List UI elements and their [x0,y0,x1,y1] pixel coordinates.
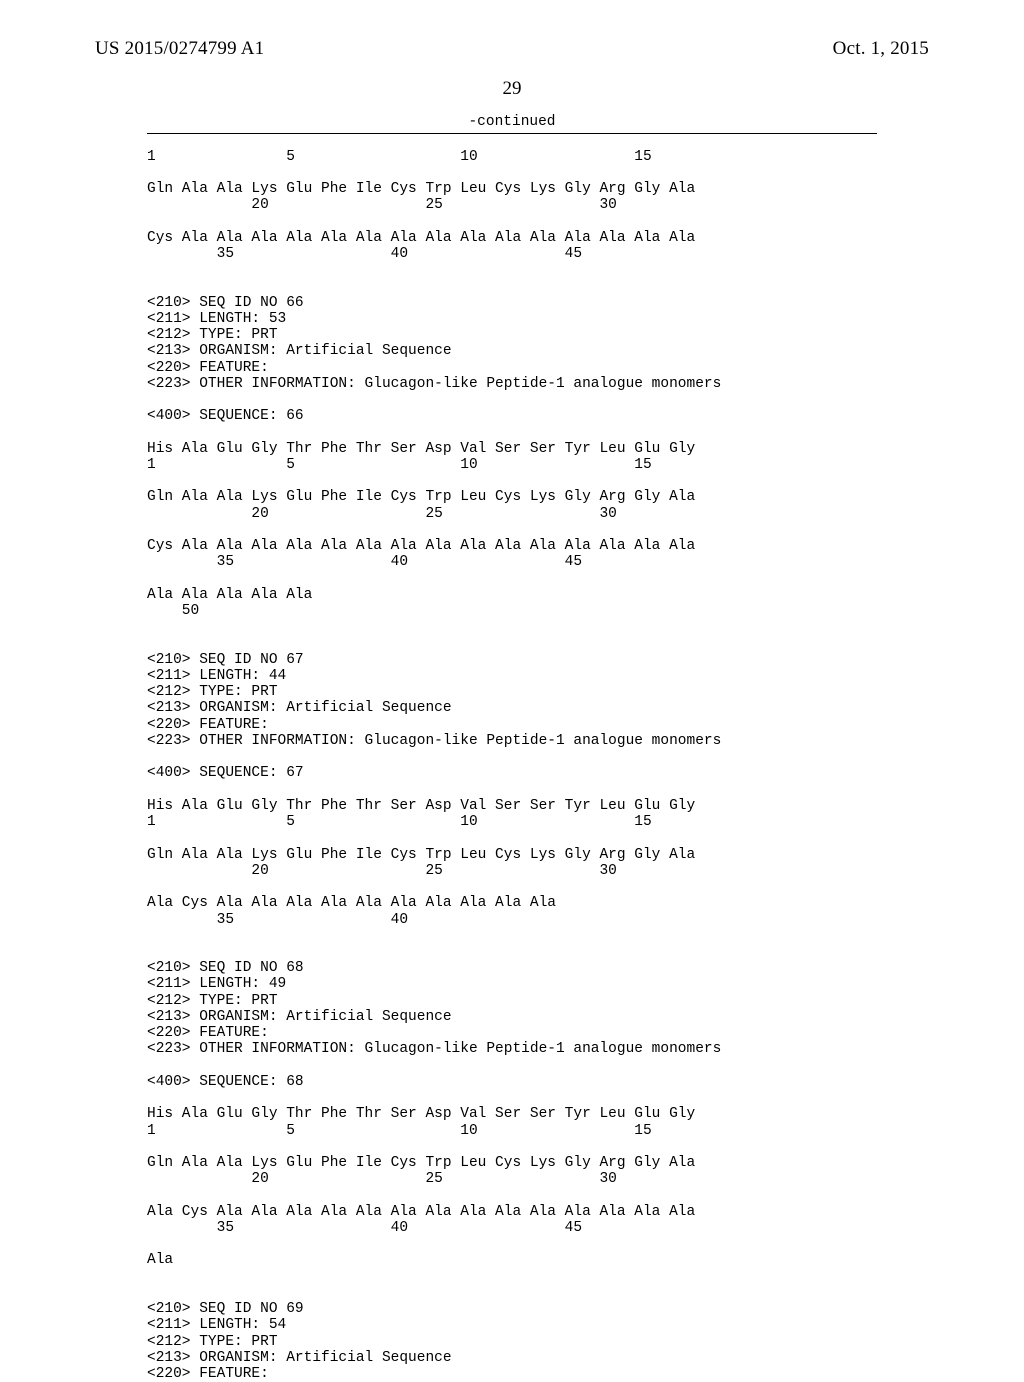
publication-number: US 2015/0274799 A1 [95,38,264,60]
page-number: 29 [95,78,929,100]
page-header: US 2015/0274799 A1 Oct. 1, 2015 [95,38,929,60]
continued-rule [147,133,877,134]
continued-block: -continued [147,114,877,134]
publication-date: Oct. 1, 2015 [833,38,929,60]
continued-label: -continued [147,114,877,130]
patent-page: US 2015/0274799 A1 Oct. 1, 2015 29 -cont… [0,0,1024,1320]
sequence-listing: 1 5 10 15 Gln Ala Ala Lys Glu Phe Ile Cy… [147,149,929,1382]
